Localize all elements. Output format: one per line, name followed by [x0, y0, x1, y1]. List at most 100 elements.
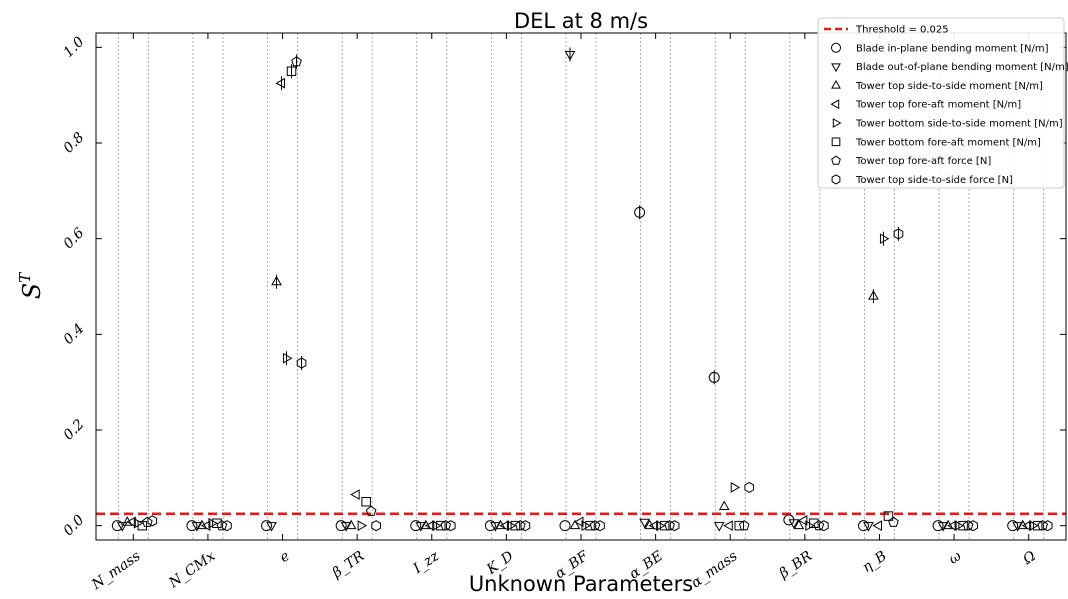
point-marker — [872, 520, 882, 532]
legend-label: Blade out-of-plane bending moment [N/m] — [856, 62, 1068, 73]
data-point — [937, 522, 949, 532]
point-marker — [520, 520, 531, 532]
point-marker — [266, 522, 277, 532]
legend-label: Tower bottom side-to-side moment [N/m] — [855, 119, 1063, 130]
point-marker — [968, 520, 978, 532]
data-point — [291, 54, 302, 69]
data-point — [713, 522, 725, 532]
point-marker — [296, 357, 307, 369]
data-point — [648, 520, 659, 532]
point-marker — [440, 520, 452, 531]
data-point — [723, 520, 733, 532]
point-marker — [868, 290, 879, 300]
data-point — [664, 520, 675, 531]
legend-marker — [830, 99, 840, 110]
data-point — [510, 520, 521, 531]
data-points — [111, 47, 1053, 532]
data-point — [718, 500, 730, 511]
data-point — [440, 520, 452, 531]
point-marker — [893, 228, 904, 240]
point-marker — [958, 520, 968, 531]
data-point — [436, 520, 446, 531]
data-point — [793, 519, 805, 530]
data-point — [371, 520, 381, 532]
data-point — [1007, 520, 1019, 532]
legend-label: Tower top fore-aft moment [N/m] — [855, 100, 1021, 111]
data-point — [261, 520, 273, 532]
data-point — [126, 516, 136, 528]
point-marker — [345, 519, 357, 530]
data-point — [857, 520, 869, 532]
data-point — [639, 518, 650, 529]
point-marker — [216, 520, 228, 531]
point-marker — [738, 520, 750, 531]
point-marker — [809, 518, 819, 529]
point-marker — [340, 522, 352, 532]
data-point — [888, 516, 899, 527]
legend-marker — [831, 137, 841, 147]
legend-box — [817, 17, 1065, 189]
point-marker — [648, 520, 659, 532]
point-marker — [1032, 520, 1043, 531]
point-marker — [291, 56, 302, 67]
point-marker — [410, 520, 422, 532]
point-marker — [415, 522, 427, 532]
point-marker — [797, 515, 808, 526]
point-marker — [261, 520, 273, 532]
data-point — [296, 356, 307, 371]
data-point — [499, 520, 509, 532]
data-point — [424, 520, 435, 532]
data-point — [200, 520, 211, 532]
point-marker — [490, 522, 501, 532]
data-point — [1021, 520, 1032, 532]
point-marker — [191, 522, 203, 532]
point-marker — [286, 66, 297, 77]
data-point — [216, 520, 228, 531]
legend-marker — [831, 42, 841, 53]
point-marker — [937, 522, 949, 532]
data-point — [357, 520, 368, 532]
data-point — [116, 522, 128, 532]
point-marker — [595, 520, 605, 532]
data-point — [271, 274, 282, 289]
data-point — [872, 520, 882, 532]
data-point — [186, 520, 198, 532]
point-marker — [1012, 522, 1024, 532]
data-point — [744, 481, 755, 493]
legend-label: Tower top side-to-side force [N] — [855, 175, 1013, 186]
point-marker — [222, 520, 232, 532]
legend-marker — [831, 63, 841, 73]
point-marker — [888, 516, 899, 527]
point-marker — [510, 520, 521, 531]
data-point — [595, 520, 605, 532]
point-marker — [499, 520, 509, 532]
data-point — [340, 522, 352, 532]
point-marker — [947, 520, 957, 532]
legend-marker — [831, 155, 841, 165]
data-point — [559, 520, 571, 532]
data-point — [141, 516, 153, 527]
point-marker — [879, 233, 890, 245]
data-point — [879, 231, 890, 246]
point-marker — [200, 520, 211, 532]
data-point — [283, 351, 293, 366]
point-marker — [515, 520, 526, 531]
point-marker — [361, 496, 371, 507]
point-marker — [116, 522, 128, 532]
point-marker — [723, 520, 733, 532]
data-point — [1012, 522, 1024, 532]
point-marker — [793, 519, 805, 530]
point-marker — [962, 520, 974, 531]
data-point — [275, 76, 286, 91]
point-marker — [819, 520, 829, 532]
data-point — [345, 519, 357, 530]
data-point — [484, 520, 496, 532]
legend-label: Tower bottom fore-aft moment [N/m] — [855, 137, 1041, 148]
point-marker — [445, 520, 456, 532]
data-point — [266, 522, 277, 532]
point-marker — [1042, 520, 1053, 532]
data-point — [1032, 520, 1043, 531]
data-point — [962, 520, 974, 531]
point-marker — [147, 515, 158, 527]
point-marker — [585, 520, 595, 531]
